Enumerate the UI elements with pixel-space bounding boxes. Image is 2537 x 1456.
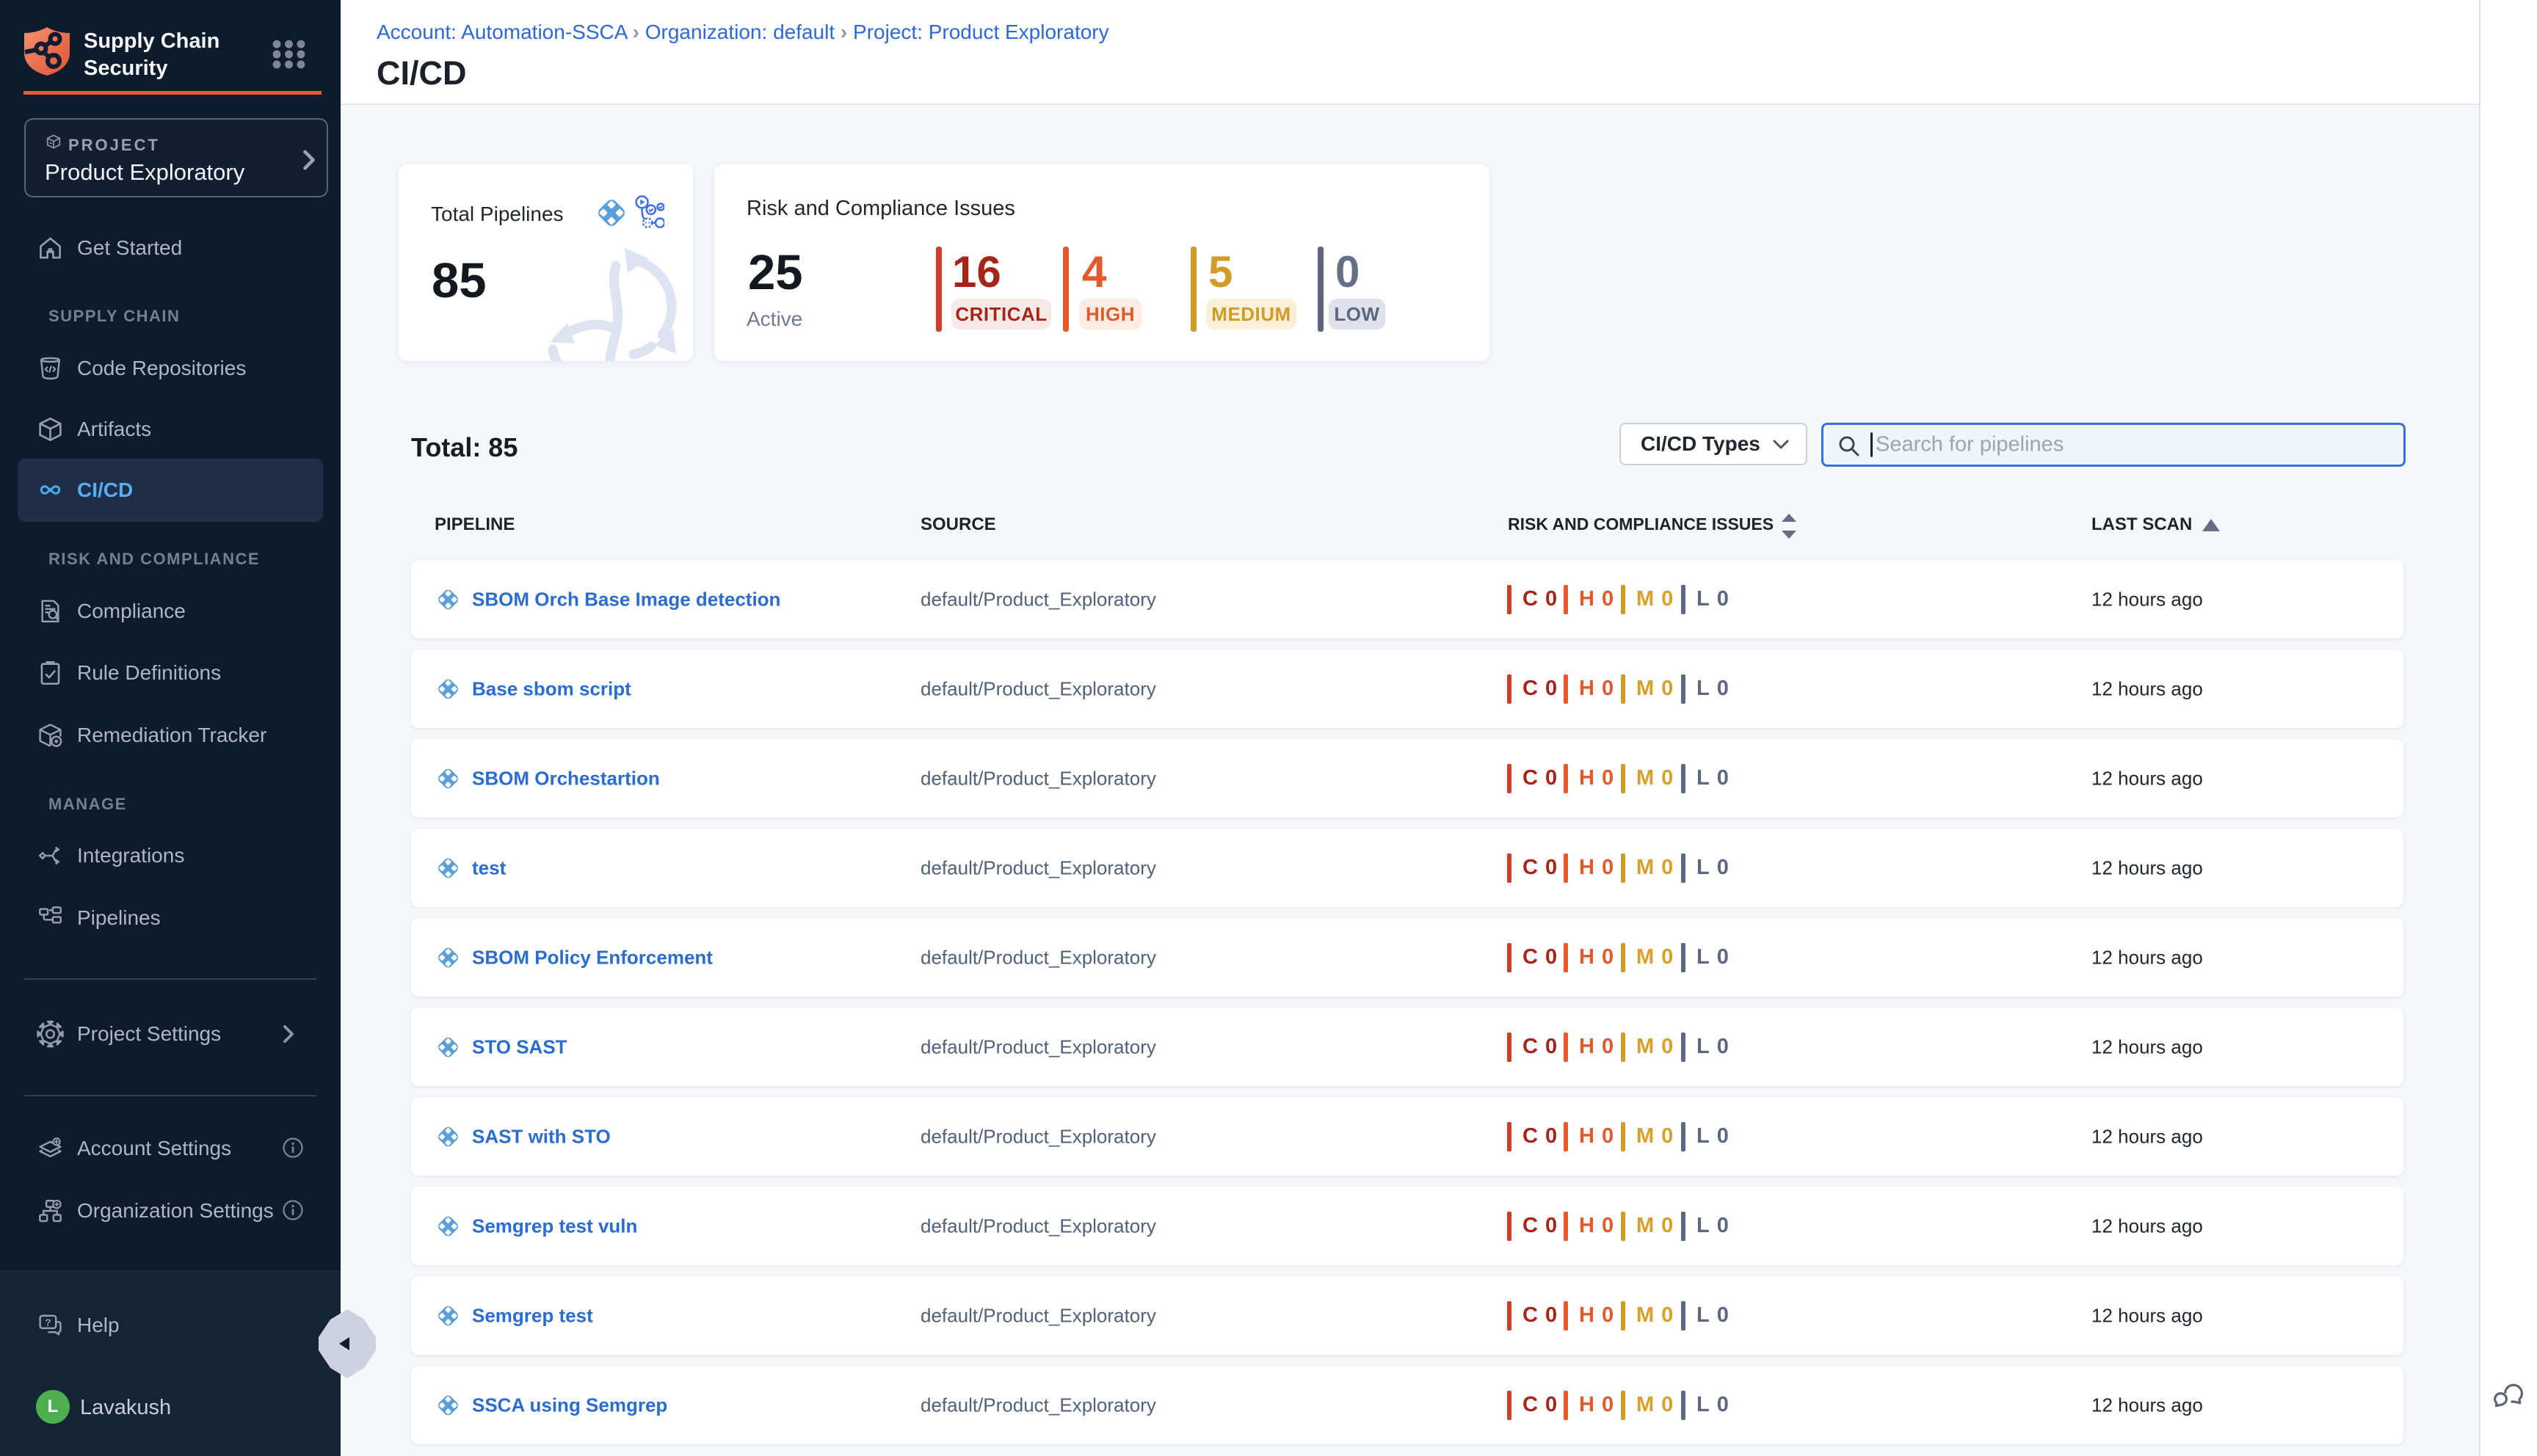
svg-text:?: ? <box>45 1317 51 1328</box>
